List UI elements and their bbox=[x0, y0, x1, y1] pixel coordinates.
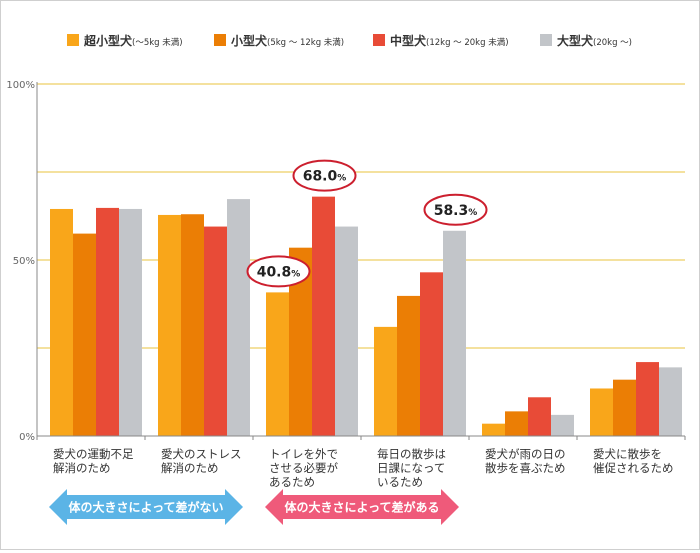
category-label-line: いるため bbox=[377, 475, 423, 489]
callout-label: 40.8% bbox=[257, 264, 301, 280]
bar bbox=[96, 207, 119, 436]
double-arrow bbox=[265, 489, 459, 525]
axes bbox=[36, 82, 686, 440]
category-label-line: 散歩を喜ぶため bbox=[485, 461, 566, 475]
bar bbox=[659, 367, 682, 436]
y-tick-label: 50% bbox=[13, 256, 35, 267]
callout-label: 68.0% bbox=[303, 169, 347, 185]
legend: 超小型犬(～5kg 未満) 小型犬(5kg ～ 12kg 未満) 中型犬(12kg … bbox=[67, 33, 632, 48]
category-label-line: 解消のため bbox=[161, 461, 219, 475]
category-label: 毎日の散歩は日課になっているため bbox=[377, 447, 446, 489]
category-label-line: 愛犬が雨の日の bbox=[485, 447, 566, 461]
bar bbox=[204, 226, 227, 436]
gridlines bbox=[37, 83, 685, 349]
callout-ellipse bbox=[423, 193, 488, 226]
category-label: 愛犬に散歩を催促されるため bbox=[593, 447, 674, 475]
bar bbox=[528, 397, 551, 436]
arrow-label: 体の大きさによって差がない bbox=[68, 500, 223, 515]
bar bbox=[181, 214, 204, 436]
category-label-line: 催促されるため bbox=[593, 461, 674, 475]
bar bbox=[443, 230, 466, 436]
callout-unit: % bbox=[291, 269, 300, 279]
bar bbox=[551, 414, 574, 436]
bar bbox=[590, 388, 613, 436]
category-label: 愛犬が雨の日の散歩を喜ぶため bbox=[485, 447, 566, 475]
legend-swatch bbox=[214, 34, 226, 46]
bars bbox=[50, 196, 682, 436]
arrow-label: 体の大きさによって差がある bbox=[284, 500, 439, 515]
legend-label: 大型犬(20kg ～) bbox=[557, 33, 632, 48]
bar bbox=[73, 233, 96, 436]
bar bbox=[636, 362, 659, 436]
category-labels: 愛犬の運動不足解消のため愛犬のストレス解消のためトイレを外でさせる必要があるため… bbox=[53, 447, 674, 489]
legend-range: (12kg ～ 20kg 未満) bbox=[426, 37, 509, 48]
category-label: トイレを外でさせる必要があるため bbox=[269, 447, 338, 489]
category-label-line: 日課になって bbox=[377, 461, 445, 475]
annotation-arrows: 体の大きさによって差がない 体の大きさによって差がある bbox=[49, 489, 459, 525]
double-arrow bbox=[49, 489, 243, 525]
legend-label: 超小型犬(～5kg 未満) bbox=[83, 33, 183, 48]
legend-range: (20kg ～) bbox=[593, 38, 632, 48]
callout-unit: % bbox=[337, 174, 346, 184]
category-label: 愛犬のストレス解消のため bbox=[161, 447, 242, 475]
category-label-line: 愛犬に散歩を bbox=[593, 447, 662, 461]
legend-swatch bbox=[540, 34, 552, 46]
bar bbox=[397, 295, 420, 436]
callout-ellipse bbox=[246, 255, 311, 288]
bar bbox=[335, 226, 358, 436]
callout-label: 58.3% bbox=[434, 203, 478, 219]
bar bbox=[482, 423, 505, 436]
bar bbox=[119, 208, 142, 436]
category-label-line: あるため bbox=[269, 475, 315, 489]
category-label-line: させる必要が bbox=[269, 461, 338, 475]
bar bbox=[374, 326, 397, 436]
callout-ellipse bbox=[292, 159, 357, 192]
bar bbox=[312, 196, 335, 436]
category-label-line: 愛犬のストレス bbox=[161, 447, 242, 461]
y-tick-label: 100% bbox=[6, 80, 35, 91]
bar bbox=[50, 208, 73, 436]
category-label-line: 毎日の散歩は bbox=[377, 447, 446, 461]
bar bbox=[266, 292, 289, 436]
callouts: 40.8% 68.0% 58.3% bbox=[246, 159, 488, 288]
category-label-line: トイレを外で bbox=[269, 447, 338, 461]
bar bbox=[505, 411, 528, 436]
bar bbox=[289, 247, 312, 436]
callout-unit: % bbox=[468, 208, 477, 218]
bar bbox=[613, 379, 636, 436]
category-label: 愛犬の運動不足解消のため bbox=[53, 447, 134, 475]
bar bbox=[420, 272, 443, 436]
legend-swatch bbox=[67, 34, 79, 46]
legend-label: 中型犬(12kg ～ 20kg 未満) bbox=[390, 33, 509, 48]
y-tick-labels: 0% 50% 100% bbox=[6, 80, 35, 443]
legend-swatch bbox=[373, 34, 385, 46]
legend-label: 小型犬(5kg ～ 12kg 未満) bbox=[231, 33, 344, 48]
legend-range: (～5kg 未満) bbox=[132, 37, 183, 48]
bar bbox=[227, 199, 250, 436]
y-tick-label: 0% bbox=[19, 432, 35, 443]
category-label-line: 愛犬の運動不足 bbox=[53, 447, 134, 461]
bar bbox=[158, 214, 181, 436]
legend-range: (5kg ～ 12kg 未満) bbox=[267, 37, 344, 48]
category-label-line: 解消のため bbox=[53, 461, 111, 475]
